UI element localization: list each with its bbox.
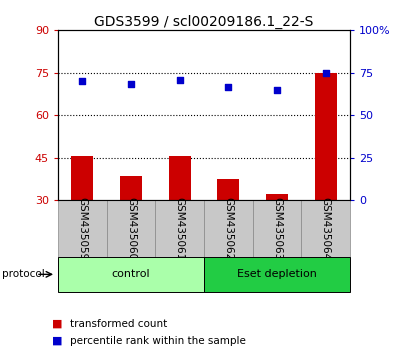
Text: GSM435061: GSM435061 [175,197,185,260]
Text: GSM435063: GSM435063 [272,197,282,260]
Bar [217,179,239,200]
Bar [120,176,142,200]
Bar [107,200,155,257]
Text: GSM435062: GSM435062 [223,197,233,260]
Bar [266,194,288,200]
Bar [253,200,301,257]
Text: GSM435060: GSM435060 [126,197,136,260]
Point [176,78,183,83]
Bar [204,200,253,257]
Text: ■: ■ [52,336,62,346]
Bar [301,200,350,257]
Point [128,81,134,86]
Bar [155,200,204,257]
Bar [71,156,93,200]
Bar [204,257,350,292]
Text: protocol: protocol [2,269,45,279]
Point [322,70,329,75]
Title: GDS3599 / scl00209186.1_22-S: GDS3599 / scl00209186.1_22-S [94,15,314,29]
Text: ■: ■ [52,319,62,329]
Text: GSM435059: GSM435059 [77,197,87,260]
Text: control: control [112,269,150,279]
Point [225,84,232,90]
Bar [58,257,204,292]
Text: Eset depletion: Eset depletion [237,269,317,279]
Point [79,78,86,84]
Point [274,87,280,92]
Text: GSM435064: GSM435064 [321,197,331,260]
Text: transformed count: transformed count [70,319,167,329]
Bar [169,156,191,200]
Text: percentile rank within the sample: percentile rank within the sample [70,336,246,346]
Bar [315,73,337,200]
Bar [58,200,107,257]
